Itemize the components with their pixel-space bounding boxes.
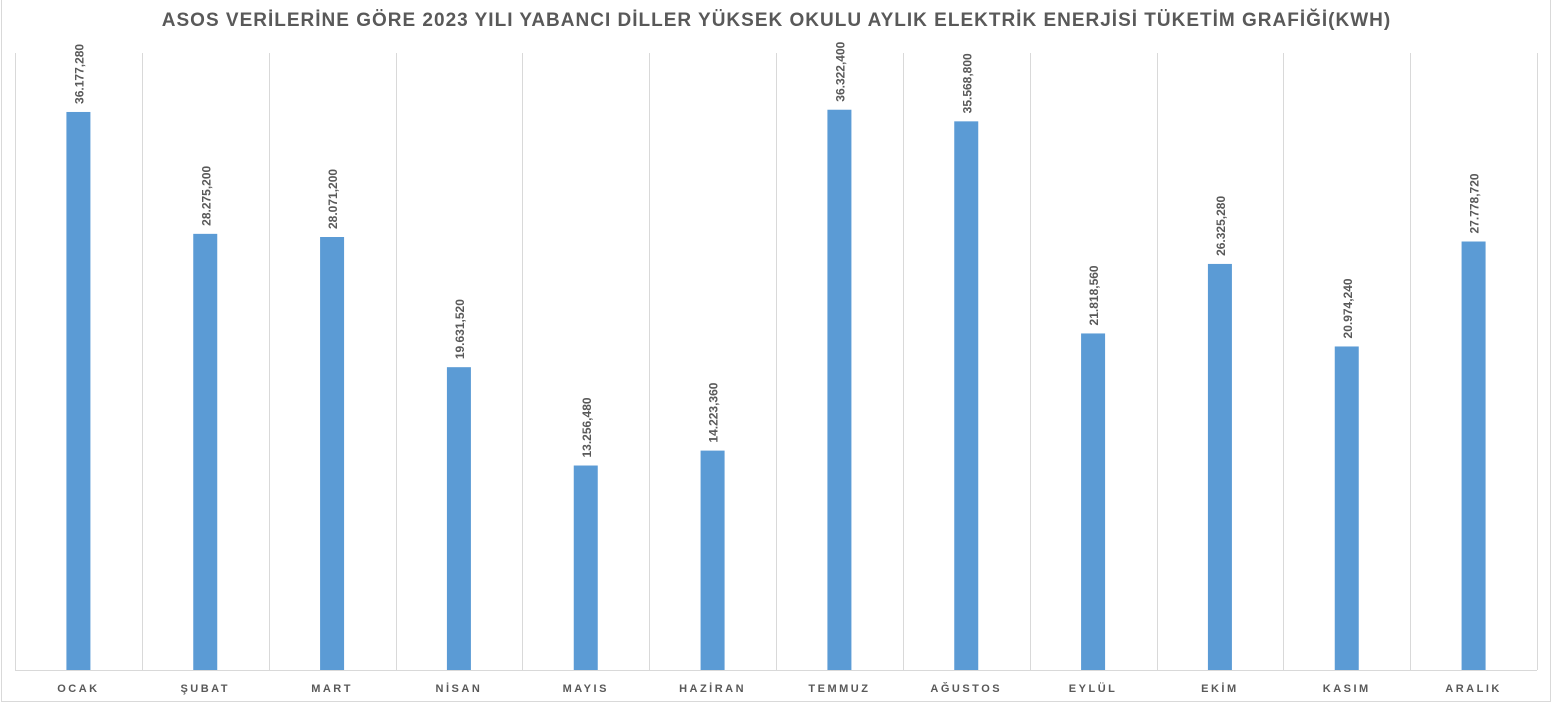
x-tick-label: NİSAN	[436, 682, 483, 695]
data-label: 27.778,720	[1468, 173, 1482, 233]
data-label: 36.322,400	[833, 41, 847, 101]
data-label: 28.071,200	[326, 169, 340, 229]
bar	[66, 111, 91, 670]
data-label: 21.818,560	[1087, 265, 1101, 325]
x-tick-label: TEMMUZ	[808, 683, 870, 695]
data-label: 19.631,520	[453, 299, 467, 359]
data-label: 26.325,280	[1214, 196, 1228, 256]
bar	[320, 237, 345, 670]
chart-title: ASOS VERİLERİNE GÖRE 2023 YILI YABANCI D…	[161, 10, 1392, 31]
bar	[954, 121, 979, 670]
x-tick-label: EKİM	[1201, 682, 1239, 695]
x-tick-label: AĞUSTOS	[930, 682, 1002, 695]
data-label: 35.568,800	[960, 53, 974, 113]
bar	[446, 367, 471, 670]
data-label: 28.275,200	[199, 165, 213, 225]
data-label: 36.177,280	[72, 44, 86, 104]
bar	[1081, 333, 1106, 670]
x-tick-label: MART	[311, 683, 353, 695]
bar	[193, 233, 218, 670]
x-tick-label: EYLÜL	[1069, 682, 1118, 695]
bar	[1207, 263, 1232, 670]
x-tick-label: KASIM	[1323, 683, 1371, 695]
bar	[700, 450, 725, 670]
x-tick-label: ARALIK	[1445, 683, 1502, 695]
bar	[827, 109, 852, 670]
x-tick-label: OCAK	[57, 683, 99, 695]
data-label: 14.223,360	[707, 382, 721, 442]
x-tick-label: MAYIS	[563, 683, 609, 695]
bar	[573, 465, 598, 670]
x-tick-label: ŞUBAT	[180, 683, 230, 695]
data-label: 20.974,240	[1341, 278, 1355, 338]
bar	[1334, 346, 1359, 670]
data-label: 13.256,480	[580, 397, 594, 457]
bar	[1461, 241, 1486, 670]
x-tick-label: HAZİRAN	[679, 682, 746, 695]
